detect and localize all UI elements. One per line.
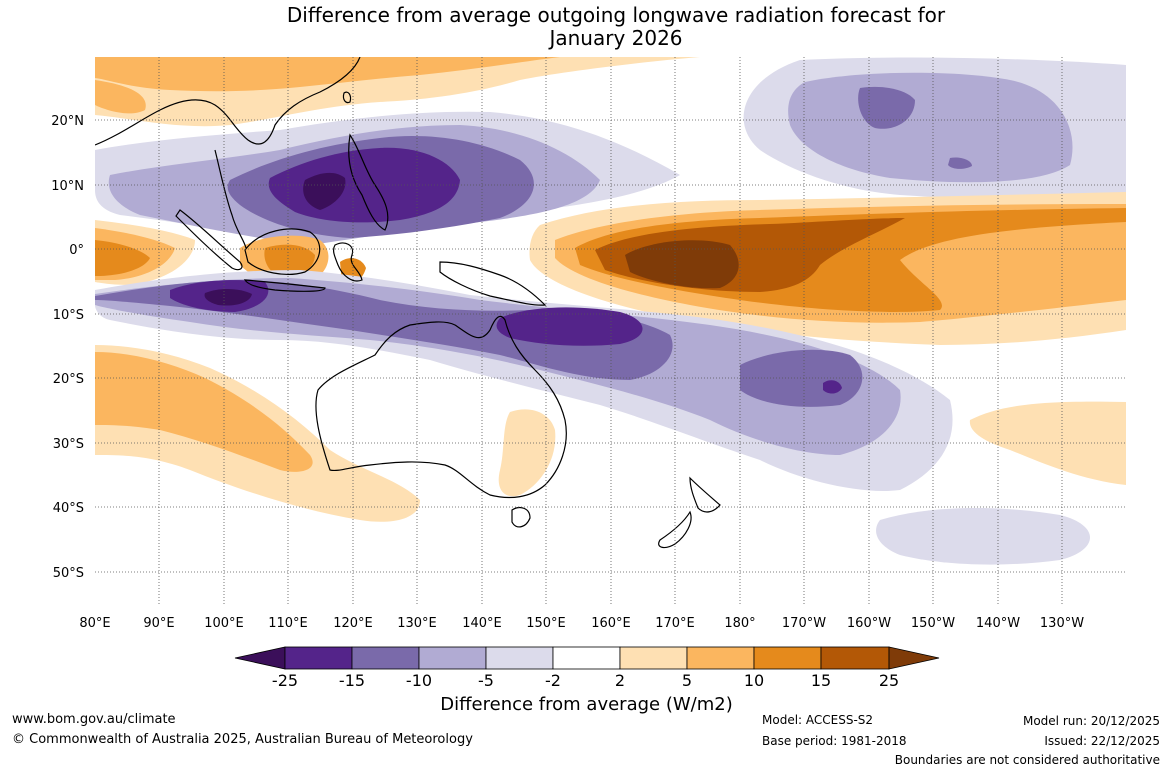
footer-copyright: © Commonwealth of Australia 2025, Austra… xyxy=(12,732,473,747)
philippines-negative-core xyxy=(303,172,346,210)
colorbar-segment xyxy=(351,646,420,670)
lon-label: 180° xyxy=(724,616,755,631)
pacific-negative-small xyxy=(823,380,842,394)
colorbar xyxy=(234,646,940,670)
footer-disclaimer: Boundaries are not considered authoritat… xyxy=(894,753,1160,767)
indochina-positive xyxy=(95,80,146,114)
footer-model: Model: ACCESS-S2 xyxy=(762,713,874,727)
colorbar-extend-high xyxy=(888,646,940,670)
lat-label: 10°N xyxy=(51,179,84,194)
new-zealand-south-coastline xyxy=(658,510,692,549)
borneo-coastline xyxy=(244,228,321,275)
colorbar-extend-low xyxy=(234,646,286,670)
footer-url: www.bom.gov.au/climate xyxy=(12,712,176,727)
southeast-australia-positive xyxy=(498,409,556,497)
tasmania-coastline xyxy=(511,507,531,528)
lon-label: 130°E xyxy=(397,616,437,631)
new-guinea-coastline xyxy=(439,261,547,306)
colorbar-ticks: -25 -15 -10 -5 -2 2 5 10 15 25 xyxy=(272,671,899,690)
colorbar-segment xyxy=(686,646,755,670)
asia-coastline xyxy=(95,57,361,146)
lon-label: 170°E xyxy=(655,616,695,631)
lon-label: 160°E xyxy=(591,616,631,631)
lon-label: 140°W xyxy=(976,616,1020,631)
colorbar-segment xyxy=(485,646,554,670)
lat-label: 0° xyxy=(69,243,84,258)
lat-label: 10°S xyxy=(53,308,84,323)
map-title: Difference from average outgoing longwav… xyxy=(0,4,1173,50)
nw-pacific-small-negative xyxy=(948,157,972,169)
footer-model-run: Model run: 20/12/2025 xyxy=(1022,714,1160,728)
borneo-positive-core xyxy=(264,244,315,278)
colorbar-tick: -5 xyxy=(478,671,494,690)
colorbar-segment xyxy=(284,646,353,670)
coral-sea-negative-strong xyxy=(496,307,643,346)
sumatra-coastline xyxy=(175,209,243,271)
indian-ocean-negative-core xyxy=(204,288,252,306)
lon-label: 80°E xyxy=(79,616,110,631)
colorbar-tick: 25 xyxy=(879,671,899,690)
colorbar-segment xyxy=(753,646,822,670)
title-line-2: January 2026 xyxy=(549,26,683,50)
new-zealand-north-coastline xyxy=(689,476,721,513)
lon-label: 170°W xyxy=(782,616,826,631)
colorbar-segment xyxy=(619,646,688,670)
australia-coastline xyxy=(315,315,567,499)
colorbar-tick: -25 xyxy=(272,671,298,690)
lon-label: 140°E xyxy=(462,616,502,631)
lat-label: 30°S xyxy=(53,437,84,452)
footer-issued: Issued: 22/12/2025 xyxy=(1044,734,1160,748)
lon-label: 100°E xyxy=(204,616,244,631)
south-pacific-negative-light xyxy=(876,508,1090,565)
taiwan-coastline xyxy=(342,91,352,104)
colorbar-segment xyxy=(820,646,890,670)
map-field xyxy=(95,57,1126,605)
footer-base-period: Base period: 1981-2018 xyxy=(762,734,907,748)
title-line-1: Difference from average outgoing longwav… xyxy=(286,3,946,27)
lon-label: 110°E xyxy=(268,616,308,631)
lon-label: 120°E xyxy=(333,616,373,631)
lon-label: 90°E xyxy=(143,616,174,631)
lon-label: 150°E xyxy=(526,616,566,631)
java-coastline xyxy=(243,279,326,292)
colorbar-tick: -10 xyxy=(406,671,432,690)
latitude-labels: 20°N 10°N 0° 10°S 20°S 30°S 40°S 50°S xyxy=(51,114,84,581)
sulawesi-coastline xyxy=(332,242,363,282)
lon-label: 160°W xyxy=(847,616,891,631)
lat-label: 20°N xyxy=(51,114,84,129)
lon-label: 130°W xyxy=(1040,616,1084,631)
south-pacific-positive-east xyxy=(969,401,1126,485)
colorbar-tick: 5 xyxy=(682,671,692,690)
lon-label: 150°W xyxy=(911,616,955,631)
colorbar-label: Difference from average (W/m2) xyxy=(440,694,733,715)
west-indian-positive-core xyxy=(95,240,150,276)
longitude-labels: 80°E 90°E 100°E 110°E 120°E 130°E 140°E … xyxy=(79,616,1084,631)
colorbar-tick: -2 xyxy=(545,671,561,690)
malay-peninsula-coastline xyxy=(214,149,247,249)
north-positive-core xyxy=(95,57,560,92)
lat-label: 40°S xyxy=(53,501,84,516)
colorbar-tick: 10 xyxy=(744,671,764,690)
lat-label: 20°S xyxy=(53,372,84,387)
equatorial-pacific-positive-core xyxy=(625,240,739,289)
hawaii-negative xyxy=(858,86,915,129)
colorbar-segment xyxy=(552,646,621,670)
south-indian-positive xyxy=(95,352,313,472)
colorbar-tick: 15 xyxy=(811,671,831,690)
colorbar-tick: -15 xyxy=(339,671,365,690)
gridlines xyxy=(95,57,1126,605)
colorbar-tick: 2 xyxy=(615,671,625,690)
lat-label: 50°S xyxy=(53,566,84,581)
colorbar-segment xyxy=(418,646,487,670)
